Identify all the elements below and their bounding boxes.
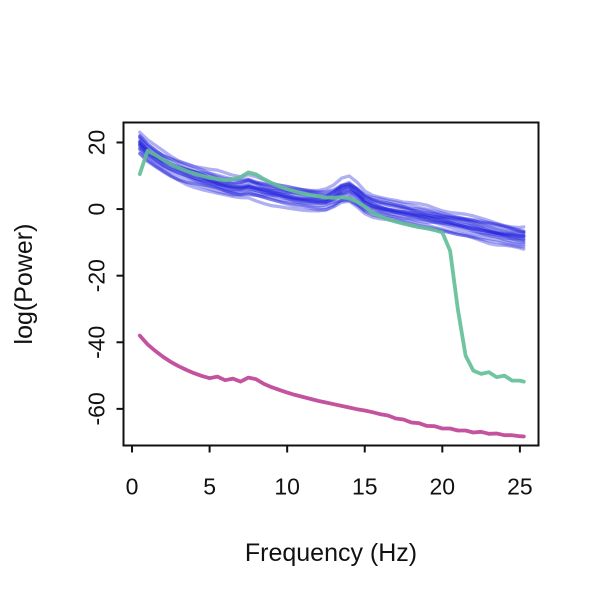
x-axis: 0 5 10 15 20 25 <box>126 445 533 500</box>
x-tick-label: 10 <box>274 474 300 500</box>
bundle-line <box>138 151 526 251</box>
green-spectrum-line <box>137 148 526 384</box>
series-layer <box>137 130 526 439</box>
plot-border <box>122 121 540 447</box>
bundle-line <box>138 133 526 235</box>
y-tick-label: 20 <box>84 130 110 156</box>
x-tick-label: 25 <box>507 474 533 500</box>
bundle-line <box>138 146 526 242</box>
x-tick-label: 5 <box>203 474 216 500</box>
x-tick-label: 20 <box>430 474 456 500</box>
bundle-line <box>138 146 526 245</box>
y-tick-label: 0 <box>84 203 110 216</box>
y-tick-label: -60 <box>84 392 110 425</box>
bundle-line <box>138 135 526 233</box>
bundle-line <box>138 148 526 247</box>
magenta-spectrum-line <box>137 333 526 439</box>
x-tick-label: 15 <box>352 474 378 500</box>
x-tick-label: 0 <box>126 474 139 500</box>
y-tick-label: -20 <box>84 259 110 292</box>
bundle-line <box>138 136 526 234</box>
bundle-line <box>138 130 526 230</box>
y-axis-title: log(Power) <box>10 224 38 345</box>
bundle-line <box>138 151 526 249</box>
y-tick-label: -40 <box>84 326 110 359</box>
x-axis-title: Frequency (Hz) <box>245 539 417 567</box>
y-axis: 20 0 -20 -40 -60 <box>84 130 124 425</box>
